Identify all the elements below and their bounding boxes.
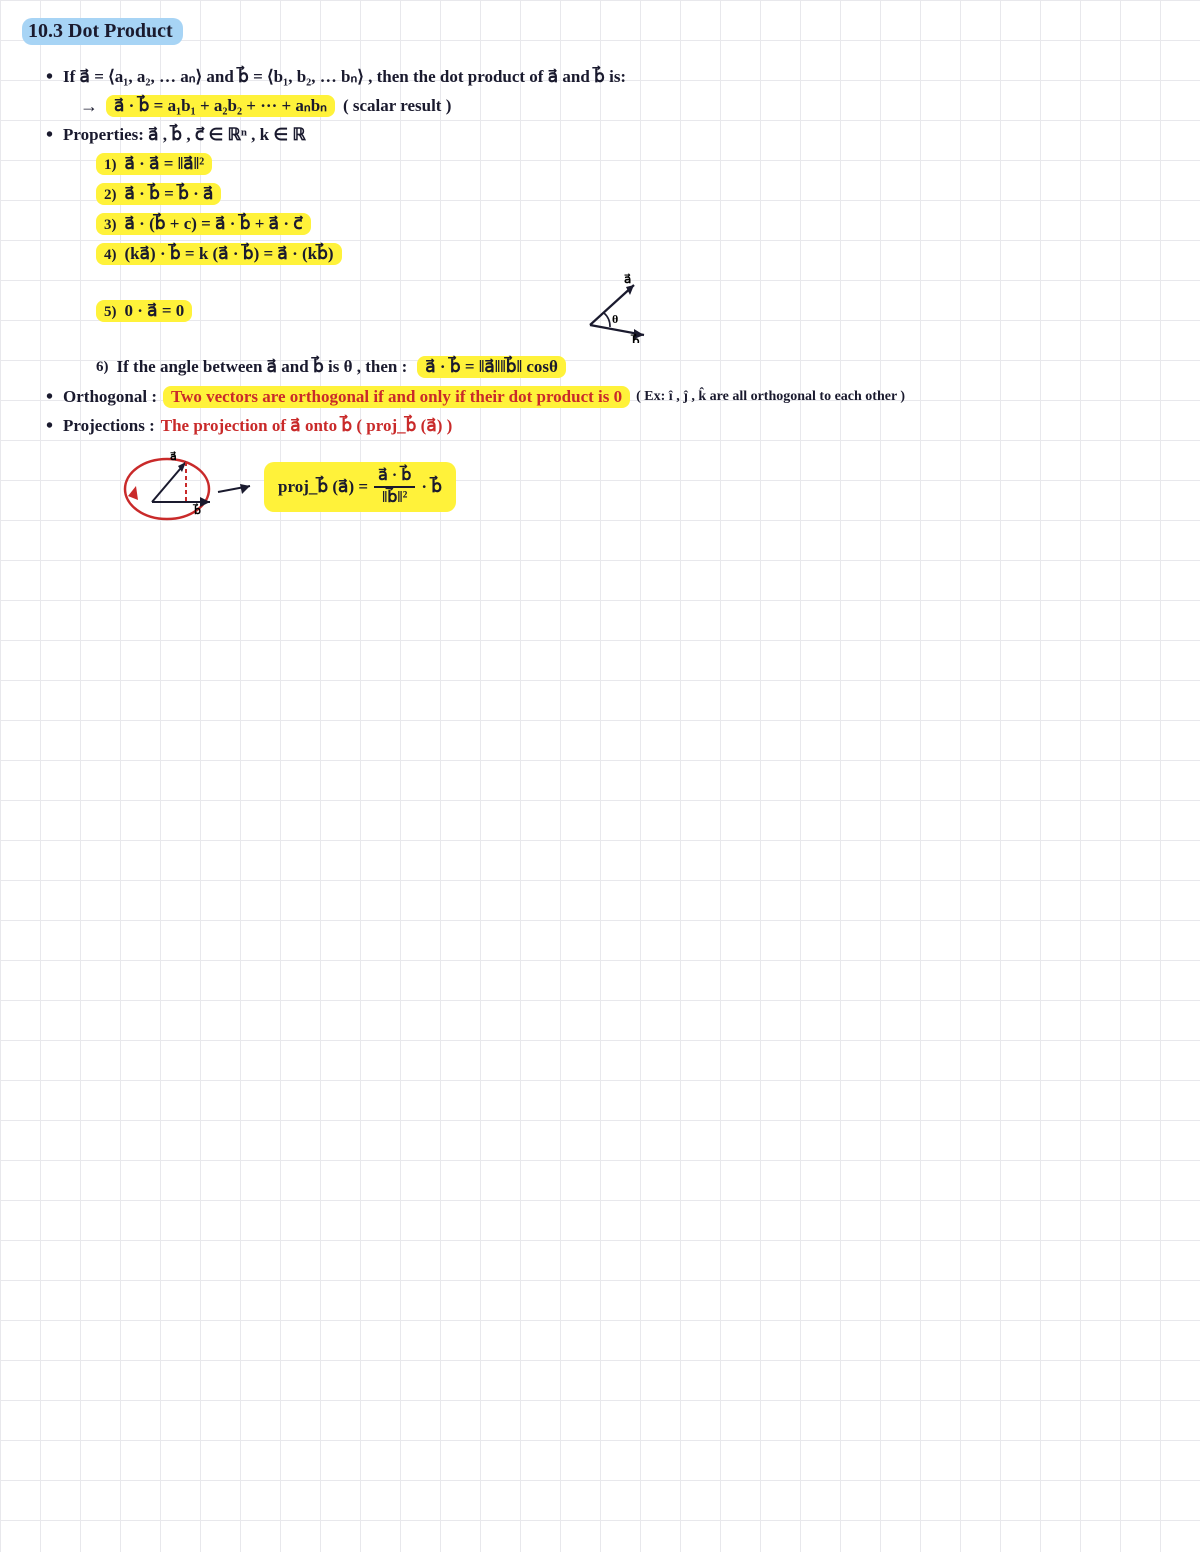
bullet-icon: • xyxy=(46,387,53,407)
proj-formula-numerator: a⃗ · b⃗ xyxy=(374,468,415,488)
diagram-b-label: b⃗ xyxy=(631,333,640,343)
section-title: 10.3 Dot Product xyxy=(22,18,183,45)
projections-line: • Projections : The projection of a⃗ ont… xyxy=(46,416,1178,436)
property-text: a⃗ · a⃗ = ‖a⃗‖² xyxy=(125,154,205,173)
property-number: 1) xyxy=(104,157,117,173)
properties-header-line: • Properties: a⃗ , b⃗ , c⃗ ∈ ℝⁿ , k ∈ ℝ xyxy=(46,125,1178,145)
definition-lead: If a⃗ = ⟨a₁, a₂, … aₙ⟩ and b⃗ = ⟨b₁, b₂,… xyxy=(63,67,626,87)
projection-formula-row: a⃗ b⃗ proj_b⃗ (a⃗) = a⃗ · b⃗ ‖b⃗‖² · b⃗ xyxy=(122,444,1178,529)
property-2: 2) a⃗ · b⃗ = b⃗ · a⃗ xyxy=(96,183,1178,205)
projections-label: Projections : xyxy=(63,416,155,436)
orthogonal-line: • Orthogonal : Two vectors are orthogona… xyxy=(46,386,1178,408)
bullet-icon: • xyxy=(46,416,53,436)
notes-content: 10.3 Dot Product • If a⃗ = ⟨a₁, a₂, … aₙ… xyxy=(0,0,1200,547)
property-number: 3) xyxy=(104,217,117,233)
property-1: 1) a⃗ · a⃗ = ‖a⃗‖² xyxy=(96,153,1178,175)
orthogonal-text: Two vectors are orthogonal if and only i… xyxy=(163,386,630,408)
proj-diagram-a-label: a⃗ xyxy=(170,451,177,463)
projections-text: The projection of a⃗ onto b⃗ ( proj_b⃗ (… xyxy=(161,416,453,436)
projection-formula: proj_b⃗ (a⃗) = a⃗ · b⃗ ‖b⃗‖² · b⃗ xyxy=(264,462,456,512)
bullet-icon: • xyxy=(46,67,53,87)
proj-formula-denominator: ‖b⃗‖² xyxy=(382,488,407,506)
orthogonal-example: ( Ex: î , ĵ , k̂ are all orthogonal to e… xyxy=(636,389,905,405)
property-4: 4) (ka⃗) · b⃗ = k (a⃗ · b⃗) = a⃗ · (kb⃗) xyxy=(96,243,1178,265)
property-number: 4) xyxy=(104,247,117,263)
properties-header: Properties: a⃗ , b⃗ , c⃗ ∈ ℝⁿ , k ∈ ℝ xyxy=(63,125,306,145)
projection-diagram: a⃗ b⃗ xyxy=(122,444,252,529)
arrow-icon: → xyxy=(80,96,98,117)
orthogonal-label: Orthogonal : xyxy=(63,387,157,407)
property-text: 0 · a⃗ = 0 xyxy=(125,301,185,320)
property-text: a⃗ · b⃗ = b⃗ · a⃗ xyxy=(125,184,214,203)
angle-rule-formula: a⃗ · b⃗ = ‖a⃗‖‖b⃗‖ cosθ xyxy=(417,356,566,378)
diagram-a-label: a⃗ xyxy=(624,273,631,286)
proj-formula-tail: · b⃗ xyxy=(421,477,442,497)
property-6: 6) If the angle between a⃗ and b⃗ is θ ,… xyxy=(96,356,1178,378)
property-number: 2) xyxy=(104,187,117,203)
proj-diagram-b-label: b⃗ xyxy=(192,503,201,517)
property-3: 3) a⃗ · (b⃗ + c) = a⃗ · b⃗ + a⃗ · c⃗ xyxy=(96,213,1178,235)
definition-note: ( scalar result ) xyxy=(343,96,451,116)
property-number: 6) xyxy=(96,359,109,376)
property-text: (ka⃗) · b⃗ = k (a⃗ · b⃗) = a⃗ · (kb⃗) xyxy=(125,244,334,263)
property-text: a⃗ · (b⃗ + c) = a⃗ · b⃗ + a⃗ · c⃗ xyxy=(125,214,303,233)
property-number: 5) xyxy=(104,304,117,320)
proj-formula-lhs: proj_b⃗ (a⃗) = xyxy=(278,477,368,497)
property-5: 5) 0 · a⃗ = 0 a⃗ b⃗ θ xyxy=(96,273,1178,348)
diagram-theta-label: θ xyxy=(612,312,618,326)
angle-rule-lead: If the angle between a⃗ and b⃗ is θ , th… xyxy=(117,357,408,377)
bullet-icon: • xyxy=(46,125,53,145)
definition-formula: a⃗ · b⃗ = a₁b₁ + a₂b₂ + ··· + aₙbₙ xyxy=(106,95,335,117)
angle-diagram: a⃗ b⃗ θ xyxy=(572,273,662,348)
definition-line: • If a⃗ = ⟨a₁, a₂, … aₙ⟩ and b⃗ = ⟨b₁, b… xyxy=(46,67,1178,87)
definition-formula-line: → a⃗ · b⃗ = a₁b₁ + a₂b₂ + ··· + aₙbₙ ( s… xyxy=(80,95,1178,117)
proj-formula-fraction: a⃗ · b⃗ ‖b⃗‖² xyxy=(374,468,415,506)
